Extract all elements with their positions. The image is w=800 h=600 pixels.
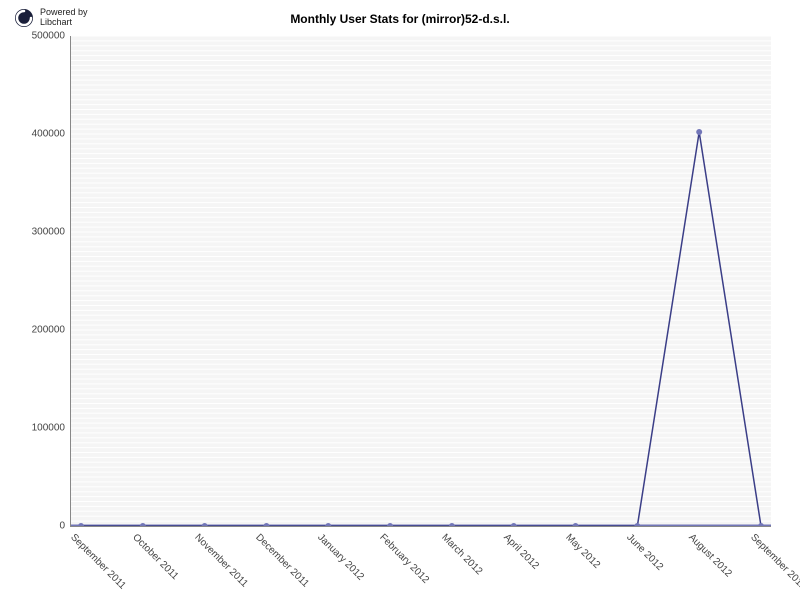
xtick-label: April 2012 bbox=[501, 532, 541, 572]
gridlines bbox=[71, 36, 771, 526]
xtick-label: September 2012 bbox=[748, 532, 800, 592]
xtick-label: December 2011 bbox=[254, 532, 312, 590]
chart-container: { "branding": { "powered_by_line1": "Pow… bbox=[0, 0, 800, 600]
xtick-label: March 2012 bbox=[439, 532, 484, 577]
xtick-label: February 2012 bbox=[377, 532, 431, 586]
data-markers bbox=[78, 129, 764, 526]
xtick-label: September 2011 bbox=[68, 532, 128, 592]
ytick-label: 100000 bbox=[5, 423, 65, 434]
ytick-label: 400000 bbox=[5, 129, 65, 140]
ytick-label: 500000 bbox=[5, 31, 65, 42]
xtick-label: November 2011 bbox=[192, 532, 250, 590]
ytick-label: 300000 bbox=[5, 227, 65, 238]
xtick-label: August 2012 bbox=[686, 532, 733, 579]
ytick-label: 0 bbox=[5, 521, 65, 532]
xtick-label: May 2012 bbox=[563, 532, 602, 571]
ytick-label: 200000 bbox=[5, 325, 65, 336]
plot-svg bbox=[71, 36, 771, 526]
xtick-label: October 2011 bbox=[130, 532, 180, 582]
plot-area bbox=[70, 36, 771, 527]
xtick-label: June 2012 bbox=[625, 532, 666, 573]
chart-title: Monthly User Stats for (mirror)52-d.s.l. bbox=[0, 12, 800, 26]
xtick-label: January 2012 bbox=[315, 532, 366, 583]
